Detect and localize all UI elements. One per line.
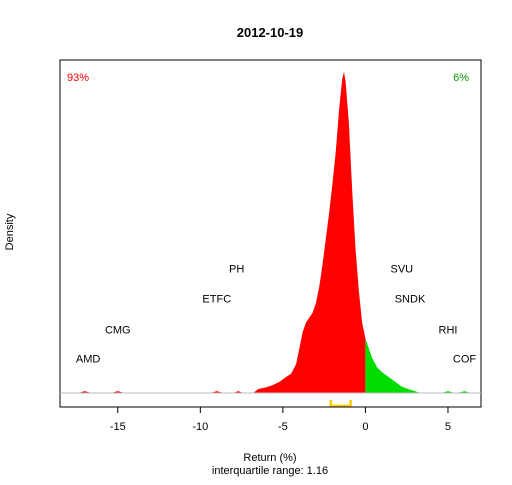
ticker-label: AMD	[76, 354, 101, 366]
ticker-label: CMG	[105, 325, 131, 337]
x-axis-label: Return (%)	[243, 452, 296, 464]
x-tick-label: 5	[445, 421, 451, 433]
ticker-label: RHI	[439, 325, 458, 337]
iqr-caption: interquartile range: 1.16	[212, 465, 328, 477]
density-area-negative	[78, 72, 366, 393]
plot-area: AMD CMG ETFC PH SVU SNDK RHI COF	[59, 59, 482, 408]
ticker-label: SVU	[390, 264, 413, 276]
density-area-positive	[365, 338, 472, 393]
ticker-label: PH	[229, 264, 244, 276]
x-tick-label: -15	[110, 421, 126, 433]
plot-frame	[59, 59, 482, 408]
x-tick-label: -5	[278, 421, 288, 433]
positive-percent-label: 6%	[453, 72, 469, 84]
x-axis: -15 -10 -5 0 5	[110, 406, 451, 433]
ticker-label: ETFC	[202, 294, 231, 306]
y-axis-label: Density	[4, 213, 16, 250]
ticker-label: SNDK	[395, 294, 426, 306]
chart-title: 2012-10-19	[237, 25, 304, 40]
x-tick-label: -10	[192, 421, 208, 433]
x-tick-label: 0	[362, 421, 368, 433]
negative-percent-label: 93%	[67, 72, 89, 84]
ticker-label: COF	[453, 354, 477, 366]
iqr-bracket	[329, 400, 352, 408]
